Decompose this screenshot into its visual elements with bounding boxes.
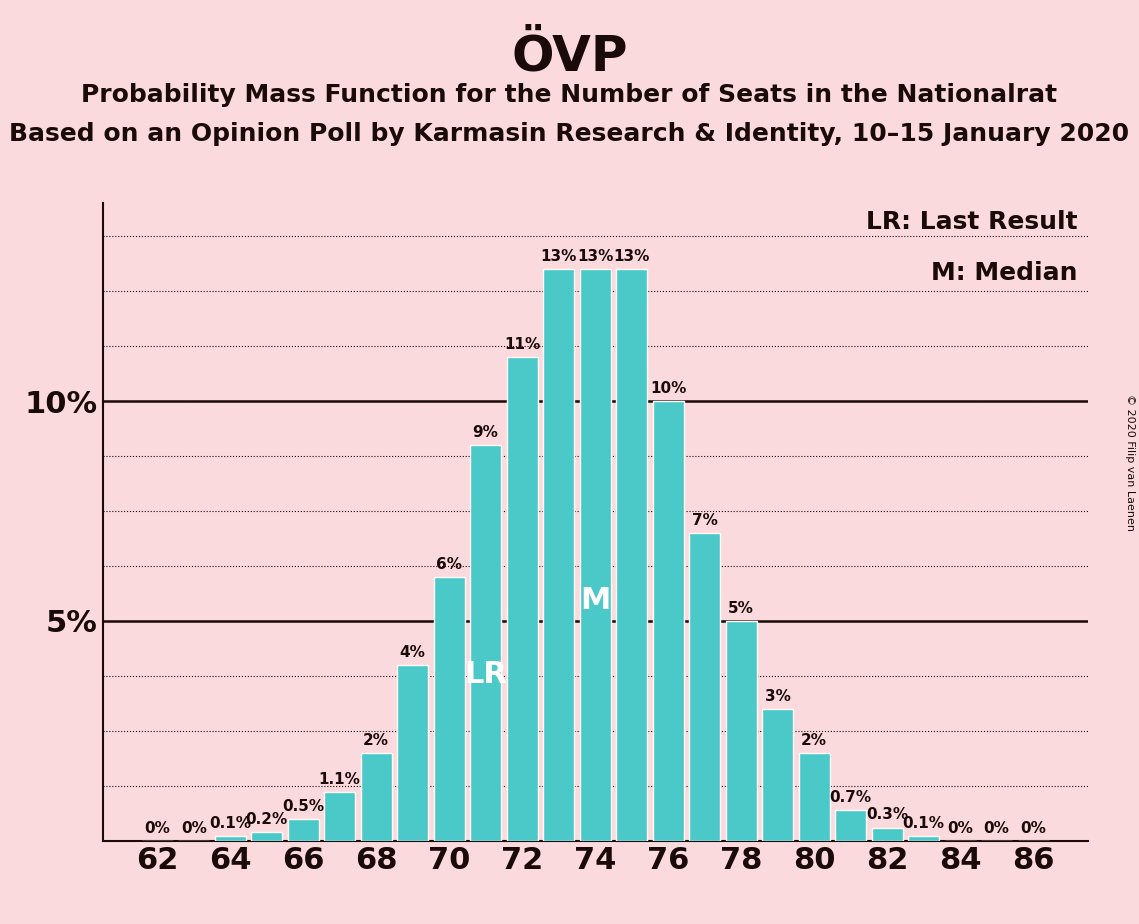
Text: Based on an Opinion Poll by Karmasin Research & Identity, 10–15 January 2020: Based on an Opinion Poll by Karmasin Res… bbox=[9, 122, 1130, 146]
Bar bbox=[798, 753, 829, 841]
Bar bbox=[689, 533, 720, 841]
Bar bbox=[288, 819, 319, 841]
Text: 0.1%: 0.1% bbox=[902, 816, 944, 832]
Text: 1.1%: 1.1% bbox=[319, 772, 361, 787]
Bar bbox=[580, 269, 611, 841]
Bar bbox=[616, 269, 647, 841]
Bar bbox=[470, 445, 501, 841]
Text: 0%: 0% bbox=[145, 821, 170, 835]
Text: 0.3%: 0.3% bbox=[866, 808, 908, 822]
Text: 0%: 0% bbox=[948, 821, 973, 835]
Text: 7%: 7% bbox=[691, 513, 718, 528]
Text: 10%: 10% bbox=[650, 381, 687, 395]
Text: LR: Last Result: LR: Last Result bbox=[867, 210, 1077, 234]
Text: 9%: 9% bbox=[473, 425, 499, 440]
Bar bbox=[507, 358, 538, 841]
Text: 6%: 6% bbox=[436, 557, 462, 572]
Bar bbox=[434, 577, 465, 841]
Text: LR: LR bbox=[465, 660, 507, 689]
Bar bbox=[361, 753, 392, 841]
Text: 3%: 3% bbox=[764, 688, 790, 704]
Text: 4%: 4% bbox=[400, 645, 426, 660]
Bar bbox=[398, 665, 428, 841]
Text: © 2020 Filip van Laenen: © 2020 Filip van Laenen bbox=[1125, 394, 1134, 530]
Text: 0%: 0% bbox=[984, 821, 1009, 835]
Text: Probability Mass Function for the Number of Seats in the Nationalrat: Probability Mass Function for the Number… bbox=[81, 83, 1058, 107]
Bar bbox=[325, 793, 355, 841]
Text: 13%: 13% bbox=[540, 249, 576, 264]
Bar bbox=[871, 828, 902, 841]
Text: 5%: 5% bbox=[728, 601, 754, 615]
Text: 11%: 11% bbox=[505, 337, 540, 352]
Text: 13%: 13% bbox=[614, 249, 650, 264]
Text: 0.2%: 0.2% bbox=[246, 812, 288, 827]
Text: 0%: 0% bbox=[1021, 821, 1046, 835]
Bar bbox=[653, 401, 683, 841]
Text: 0%: 0% bbox=[181, 821, 206, 835]
Text: 13%: 13% bbox=[577, 249, 613, 264]
Bar bbox=[908, 836, 939, 841]
Text: M: Median: M: Median bbox=[932, 261, 1077, 285]
Text: 2%: 2% bbox=[801, 733, 827, 748]
Bar bbox=[252, 832, 282, 841]
Bar bbox=[835, 810, 866, 841]
Text: 0.5%: 0.5% bbox=[282, 798, 325, 813]
Bar bbox=[762, 709, 793, 841]
Text: 2%: 2% bbox=[363, 733, 390, 748]
Bar bbox=[215, 836, 246, 841]
Text: 0.7%: 0.7% bbox=[829, 790, 871, 805]
Text: 0.1%: 0.1% bbox=[210, 816, 252, 832]
Text: ÖVP: ÖVP bbox=[511, 32, 628, 80]
Text: M: M bbox=[580, 586, 611, 615]
Bar bbox=[543, 269, 574, 841]
Bar bbox=[726, 621, 756, 841]
